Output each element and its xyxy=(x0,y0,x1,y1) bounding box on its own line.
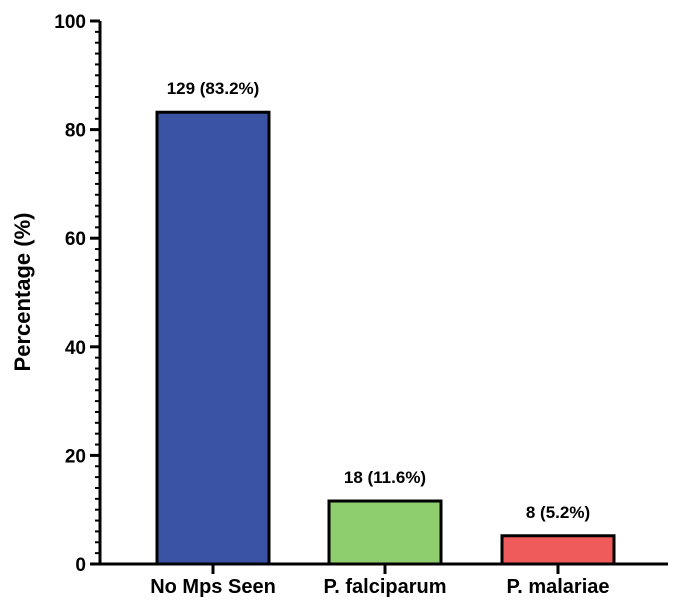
data-labels: 129 (83.2%) 18 (11.6%) 8 (5.2%) xyxy=(167,79,590,522)
bar-p-falciparum xyxy=(327,499,443,566)
x-tick-label: No Mps Seen xyxy=(150,576,276,598)
x-axis: No Mps Seen P. falciparum P. malariae xyxy=(98,562,668,598)
y-tick-label: 40 xyxy=(65,338,86,359)
x-tick-label: P. falciparum xyxy=(323,576,446,598)
y-axis-title: Percentage (%) xyxy=(10,213,35,372)
y-tick-label: 20 xyxy=(65,446,86,467)
data-label: 8 (5.2%) xyxy=(526,503,590,522)
data-label: 18 (11.6%) xyxy=(344,468,426,487)
y-tick-label: 80 xyxy=(65,121,86,142)
bar-no-mps-seen xyxy=(155,110,271,566)
bars xyxy=(155,110,616,566)
y-tick-label: 0 xyxy=(75,555,86,576)
x-tick-label: P. malariae xyxy=(506,576,609,598)
data-label: 129 (83.2%) xyxy=(167,79,260,98)
bar-p-malariae xyxy=(500,534,616,566)
y-axis: 0 20 40 60 80 100 xyxy=(54,12,102,576)
y-tick-label: 100 xyxy=(54,12,86,33)
y-tick-label: 60 xyxy=(65,229,86,250)
